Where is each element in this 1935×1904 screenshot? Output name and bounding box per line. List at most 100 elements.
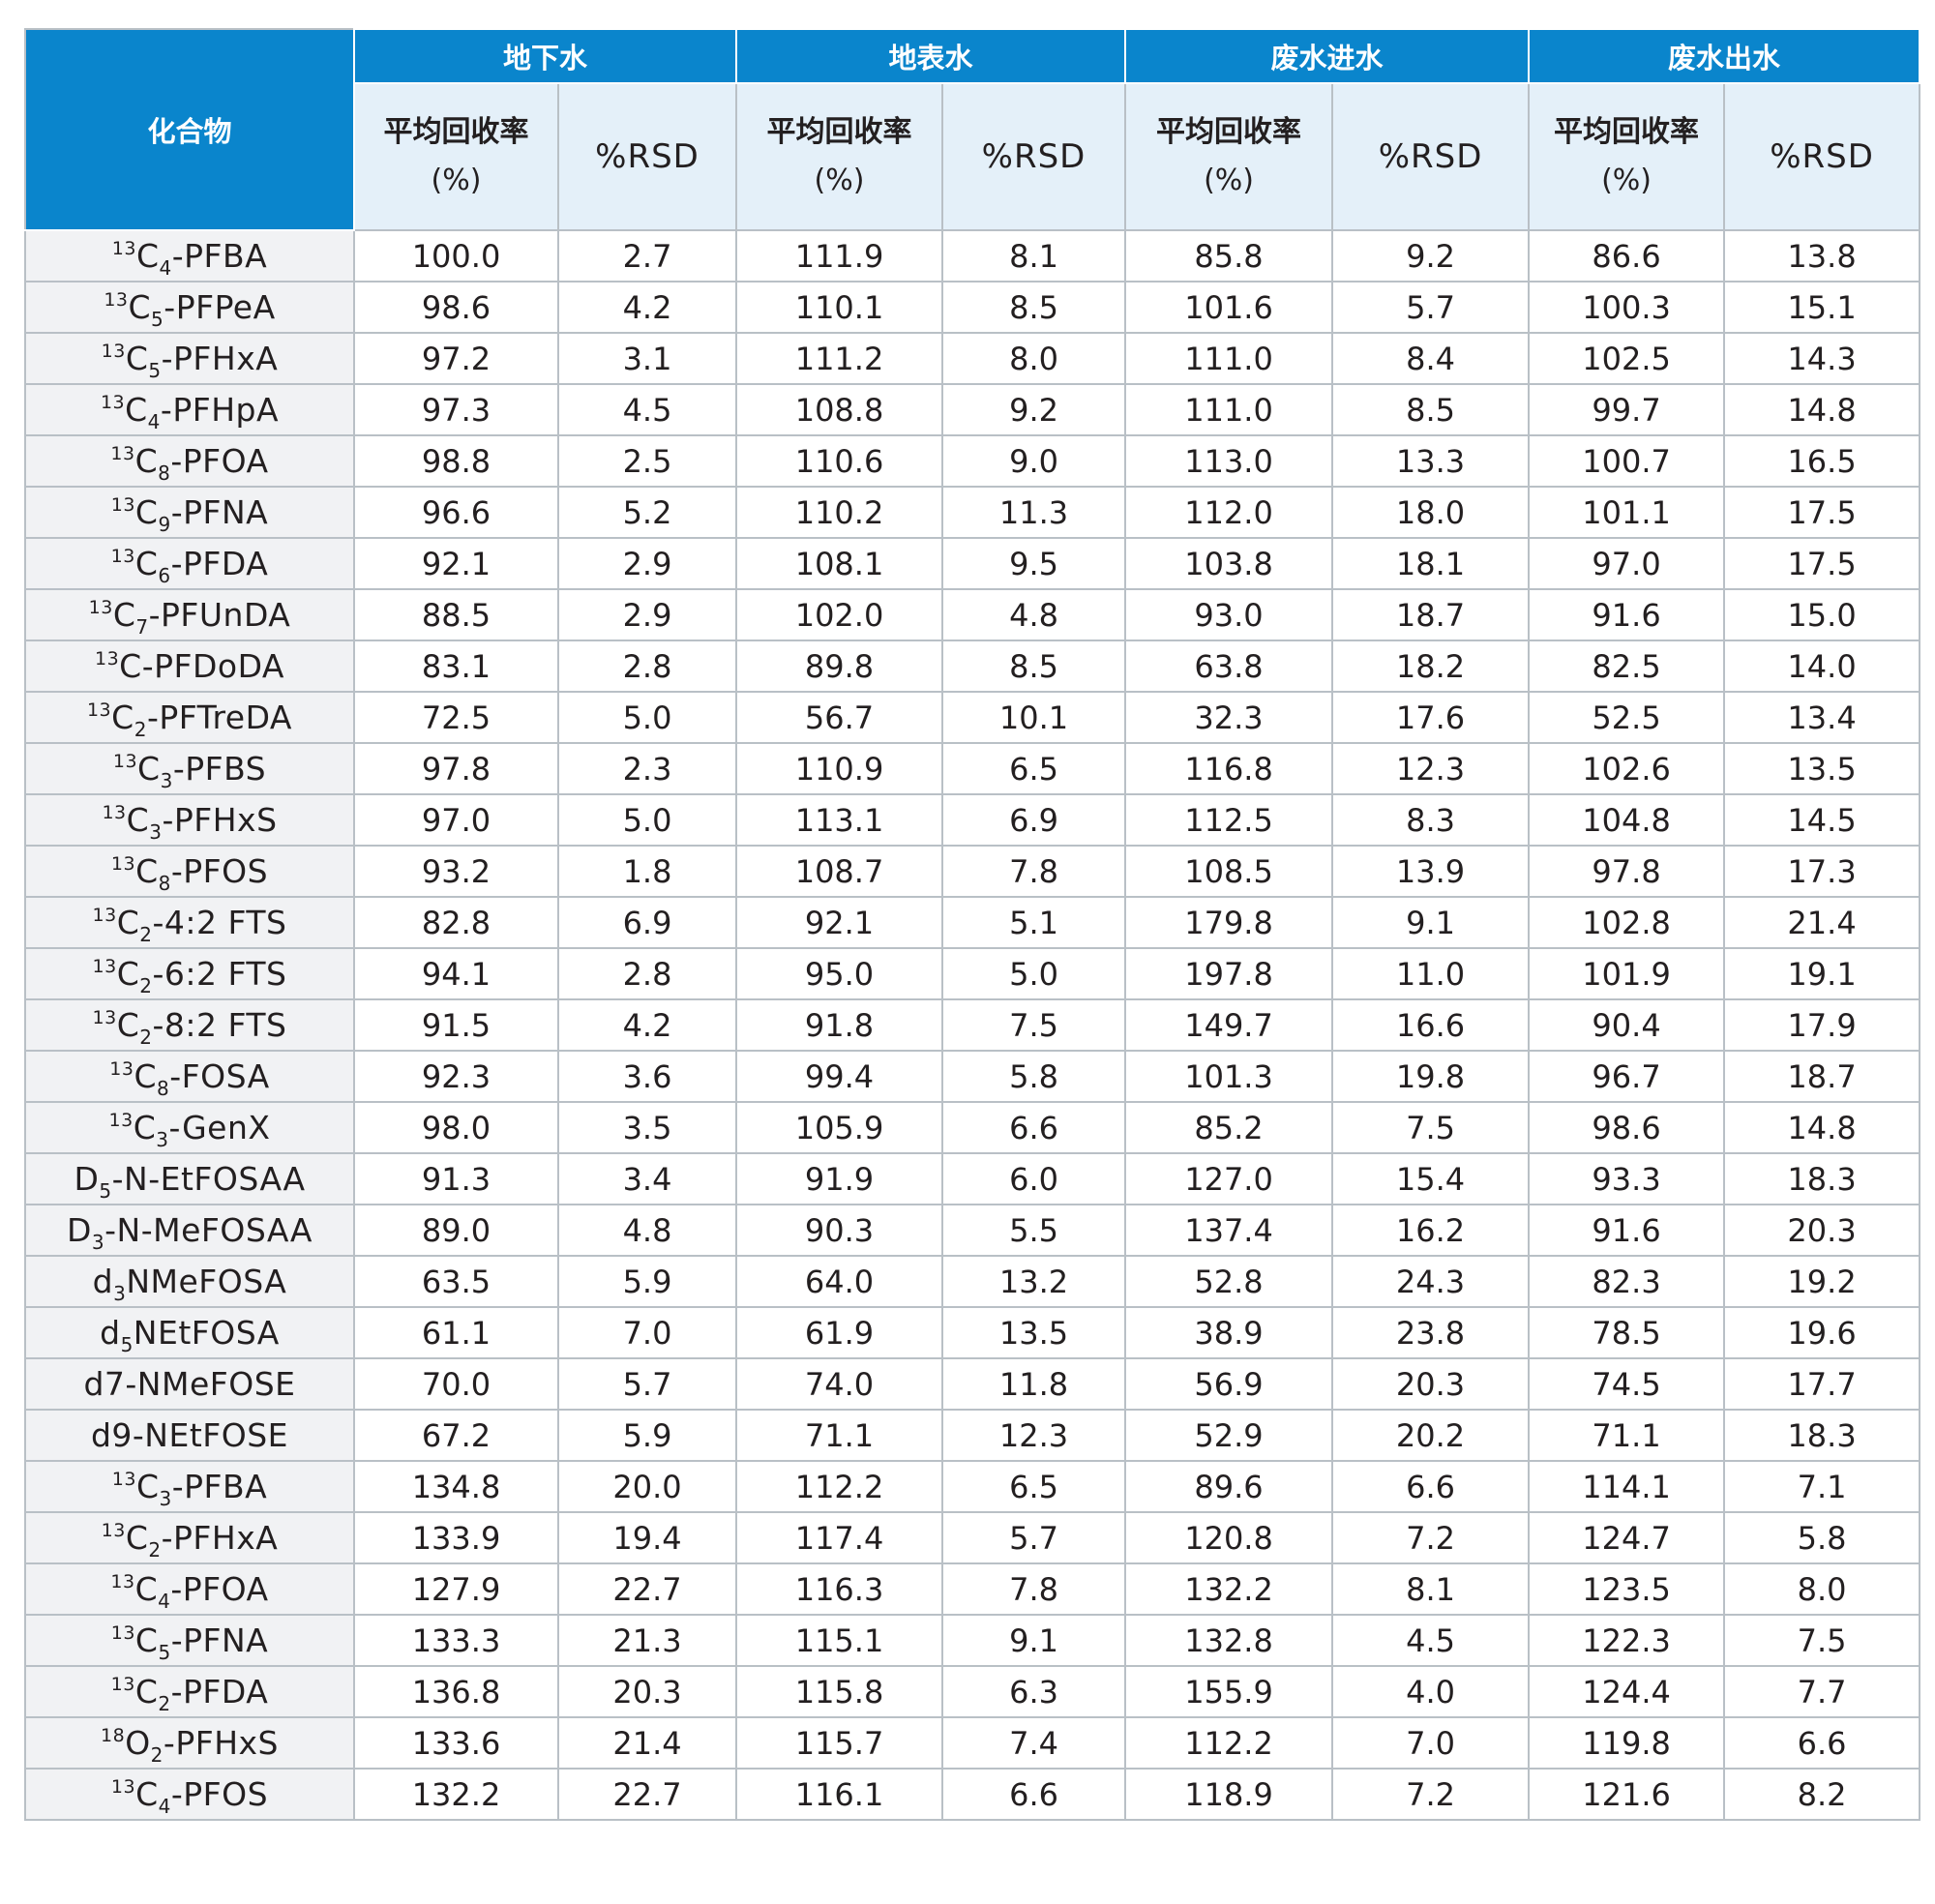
recovery-cell: 98.8 (353, 434, 559, 488)
compound-text: -PFBA (171, 1468, 268, 1505)
recovery-cell: 64.0 (735, 1255, 944, 1308)
recovery-cell: 112.2 (1124, 1716, 1334, 1770)
recovery-cell: 101.1 (1528, 486, 1726, 539)
recovery-cell: 117.4 (735, 1511, 944, 1564)
table-row: 13C9-PFNA 96.6 5.2 110.2 11.3 112.0 18.0 101.1 1… (24, 486, 1921, 539)
recovery-cell: 115.7 (735, 1716, 944, 1770)
rsd-cell: 17.9 (1723, 998, 1921, 1052)
atom-count: 4 (158, 1590, 171, 1613)
rsd-cell: 1.8 (556, 845, 738, 898)
compound-text: -PFHxA (161, 340, 279, 377)
compound-name: d3NMeFOSA (24, 1255, 355, 1308)
isotope-mass: 13 (94, 648, 120, 669)
recovery-cell: 132.2 (353, 1768, 559, 1821)
rsd-cell: 2.9 (556, 588, 738, 641)
rsd-cell: 13.2 (941, 1255, 1127, 1308)
recovery-cell: 149.7 (1124, 998, 1334, 1052)
recovery-cell: 72.5 (353, 691, 559, 744)
compound-text: -PFBS (172, 750, 267, 788)
rsd-cell: 2.8 (556, 640, 738, 693)
compound-text: -PFNA (170, 1621, 269, 1659)
recovery-header: 平均回收率 (%) (353, 82, 559, 231)
compound-text: C (134, 1621, 159, 1659)
recovery-cell: 82.8 (353, 896, 559, 949)
compound-text: d7-NMeFOSE (83, 1365, 296, 1403)
rsd-cell: 6.0 (941, 1152, 1127, 1205)
table-row: 13C4-PFHpA 97.3 4.5 108.8 9.2 111.0 8.5 99.7 14.… (24, 383, 1921, 436)
compound-name: 13C5-PFNA (24, 1614, 355, 1667)
table-row: 13C8-PFOA 98.8 2.5 110.6 9.0 113.0 13.3 100.7 16… (24, 434, 1921, 488)
atom-count: 7 (135, 615, 149, 639)
table-row: 13C8-FOSA 92.3 3.6 99.4 5.8 101.3 19.8 96.7 18.7 (24, 1050, 1921, 1103)
recovery-cell: 112.0 (1124, 486, 1334, 539)
rsd-cell: 8.0 (1723, 1562, 1921, 1616)
compound-text: NMeFOSA (126, 1263, 287, 1300)
recovery-cell: 96.7 (1528, 1050, 1726, 1103)
recovery-cell: 122.3 (1528, 1614, 1726, 1667)
recovery-cell: 104.8 (1528, 793, 1726, 847)
rsd-cell: 9.0 (941, 434, 1127, 488)
group-header-effluent: 废水出水 (1528, 28, 1921, 84)
table-row: 13C3-PFHxS 97.0 5.0 113.1 6.9 112.5 8.3 104.8 14… (24, 793, 1921, 847)
compound-text: C (134, 1673, 159, 1711)
recovery-cell: 105.9 (735, 1101, 944, 1154)
rsd-cell: 20.2 (1331, 1409, 1531, 1462)
compound-text: C (134, 442, 159, 480)
rsd-cell: 8.3 (1331, 793, 1531, 847)
rsd-cell: 20.3 (556, 1665, 738, 1718)
rsd-cell: 15.0 (1723, 588, 1921, 641)
recovery-header-label: 平均回收率 (1554, 115, 1700, 149)
recovery-header: 平均回收率 (%) (735, 82, 944, 231)
compound-text: C (125, 1519, 149, 1557)
atom-count: 2 (139, 923, 153, 946)
recovery-cell: 92.1 (353, 537, 559, 590)
compound-name: 13C6-PFDA (24, 537, 355, 590)
atom-count: 4 (158, 1795, 171, 1818)
isotope-mass: 13 (102, 802, 127, 823)
recovery-cell: 100.3 (1528, 281, 1726, 334)
recovery-cell: 111.0 (1124, 332, 1334, 385)
recovery-cell: 70.0 (353, 1357, 559, 1411)
rsd-cell: 23.8 (1331, 1306, 1531, 1359)
compound-text: C (133, 1109, 157, 1146)
rsd-cell: 22.7 (556, 1768, 738, 1821)
recovery-cell: 90.4 (1528, 998, 1726, 1052)
table-row: 13C5-PFNA 133.3 21.3 115.1 9.1 132.8 4.5 122.3 7… (24, 1614, 1921, 1667)
recovery-cell: 92.3 (353, 1050, 559, 1103)
rsd-cell: 7.7 (1723, 1665, 1921, 1718)
rsd-cell: 17.5 (1723, 537, 1921, 590)
rsd-cell: 20.3 (1723, 1204, 1921, 1257)
table-row: d7-NMeFOSE 70.0 5.7 74.0 11.8 56.9 20.3 74.5 17.… (24, 1357, 1921, 1411)
atom-count: 3 (91, 1231, 105, 1254)
isotope-mass: 13 (110, 494, 135, 516)
recovery-cell: 71.1 (735, 1409, 944, 1462)
compound-name: 13C-PFDoDA (24, 640, 355, 693)
rsd-cell: 7.2 (1331, 1511, 1531, 1564)
rsd-cell: 8.1 (941, 229, 1127, 283)
recovery-cell: 108.5 (1124, 845, 1334, 898)
isotope-mass: 13 (110, 1776, 136, 1798)
compound-name: 13C5-PFPeA (24, 281, 355, 334)
rsd-cell: 9.2 (941, 383, 1127, 436)
compound-text: C (111, 699, 134, 736)
rsd-cell: 2.3 (556, 742, 738, 795)
isotope-mass: 13 (110, 1674, 135, 1695)
rsd-cell: 2.8 (556, 947, 738, 1000)
recovery-cell: 91.6 (1528, 1204, 1726, 1257)
rsd-cell: 14.8 (1723, 1101, 1921, 1154)
rsd-cell: 5.0 (556, 793, 738, 847)
recovery-cell: 116.3 (735, 1562, 944, 1616)
compound-text: C-PFDoDA (119, 647, 285, 685)
recovery-header-unit: (%) (431, 164, 482, 197)
table-row: 13C6-PFDA 92.1 2.9 108.1 9.5 103.8 18.1 97.0 17.… (24, 537, 1921, 590)
table-row: 13C2-PFTreDA 72.5 5.0 56.7 10.1 32.3 17.6 52.5 1… (24, 691, 1921, 744)
recovery-cell: 116.1 (735, 1768, 944, 1821)
rsd-cell: 20.0 (556, 1460, 738, 1513)
recovery-cell: 95.0 (735, 947, 944, 1000)
rsd-cell: 6.9 (556, 896, 738, 949)
compound-text: -PFDA (170, 545, 269, 582)
rsd-cell: 4.8 (941, 588, 1127, 641)
compound-text: -PFTreDA (146, 699, 293, 736)
recovery-cell: 56.7 (735, 691, 944, 744)
recovery-cell: 113.1 (735, 793, 944, 847)
